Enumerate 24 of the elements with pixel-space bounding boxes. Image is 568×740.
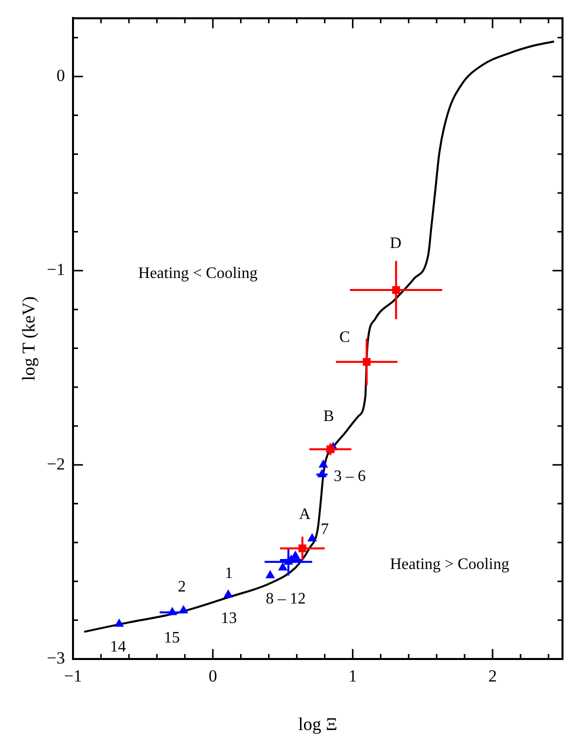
annotation: D: [390, 234, 402, 252]
annotation: C: [339, 328, 350, 346]
y-tick-label: 0: [56, 66, 65, 85]
y-tick-label: −1: [46, 260, 65, 280]
y-tick-label: −3: [46, 648, 65, 668]
x-axis-title: log Ξ: [298, 714, 338, 734]
y-axis-title: log T (keV): [18, 296, 39, 381]
annotation: 2: [178, 578, 186, 596]
annotation: 1: [224, 564, 233, 582]
annotation: 8 – 12: [266, 590, 306, 608]
annotation: A: [298, 506, 311, 524]
annotation: 3 – 6: [334, 468, 366, 485]
x-tick-label: 2: [488, 666, 497, 686]
annotation: 7: [320, 520, 329, 538]
y-tick-label: −2: [46, 454, 65, 474]
annotation: 13: [220, 610, 237, 628]
annotation: B: [323, 408, 334, 426]
annotation: Heating < Cooling: [138, 265, 258, 282]
annotation: 14: [110, 638, 126, 656]
annotation: 15: [164, 630, 180, 647]
x-tick-label: 1: [348, 666, 357, 686]
x-tick-label: 0: [208, 666, 218, 686]
x-tick-label: −1: [64, 666, 82, 686]
annotation: Heating > Cooling: [390, 556, 510, 574]
